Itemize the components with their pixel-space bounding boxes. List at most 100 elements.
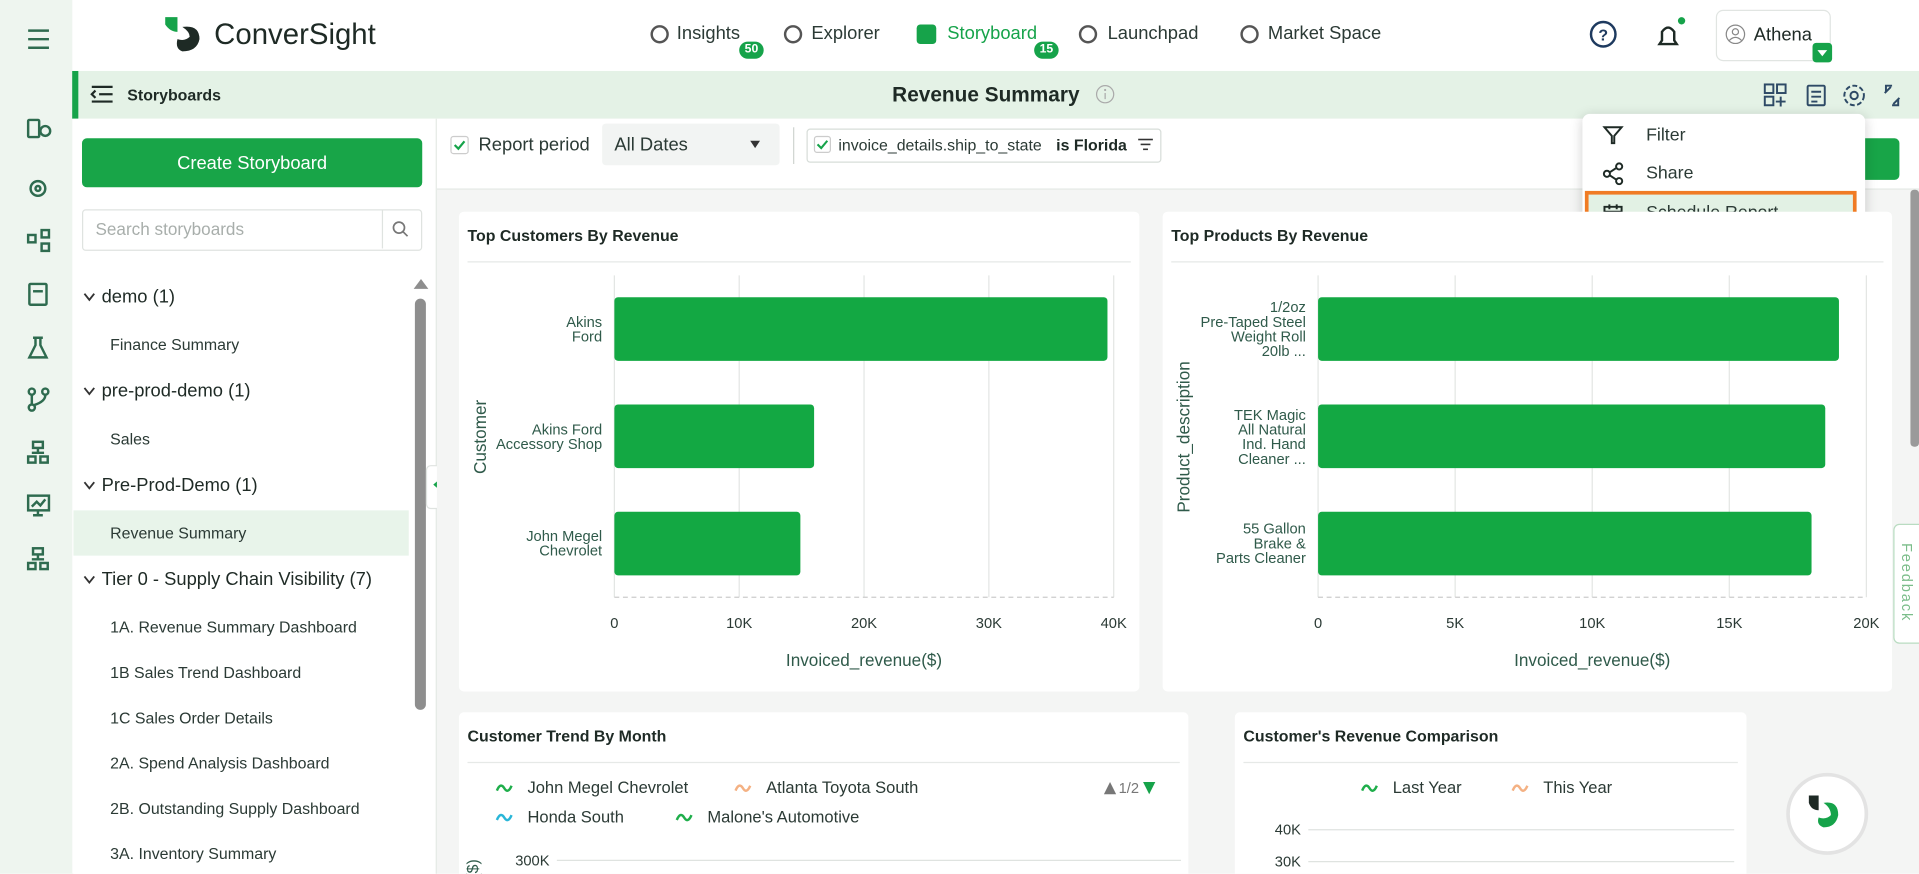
group-chevron[interactable] (83, 293, 95, 303)
storyboard-item[interactable]: 2B. Outstanding Supply Dashboard (110, 799, 360, 818)
storyboard-item[interactable]: Sales (110, 429, 150, 448)
feedback-label: Feedback (1898, 542, 1916, 623)
y-tick-label: 40K (1274, 821, 1301, 839)
widget-title: Top Products By Revenue (1171, 226, 1369, 245)
tab-icon (916, 24, 937, 45)
storyboard-item[interactable]: 3A. Inventory Summary (110, 844, 277, 863)
widget-chart (467, 261, 1131, 598)
legend-page: 1/2 (1118, 779, 1140, 797)
chevron (83, 387, 95, 396)
collapse-icon[interactable] (90, 84, 115, 104)
legend-swatch (675, 813, 693, 822)
menu-icon (1602, 126, 1624, 145)
logo-mark (165, 17, 200, 52)
main-scrollbar (1910, 189, 1919, 447)
storyboard-item[interactable]: 1A. Revenue Summary Dashboard (110, 618, 357, 637)
tab-label[interactable]: Storyboard (947, 23, 1038, 45)
group-chevron[interactable] (83, 575, 95, 585)
scroll-up[interactable] (412, 278, 429, 290)
toolbar-icons (1763, 83, 1901, 107)
logo-text: ConverSight (214, 18, 376, 52)
legend-label: Atlanta Toyota South (766, 778, 919, 797)
group-name[interactable]: Pre-Prod-Demo (1) (101, 474, 258, 496)
storyboard-item[interactable]: Revenue Summary (110, 523, 247, 543)
search-divider (381, 210, 384, 249)
bar (614, 511, 801, 576)
search-box[interactable] (81, 209, 423, 251)
x-tick-label: 20K (1853, 614, 1880, 632)
legend-line (1361, 784, 1378, 792)
create-storyboard-button[interactable]: Create Storyboard (81, 138, 423, 188)
widget-card: Customer Trend By Month John Megel Chevro… (458, 712, 1189, 874)
chevron (83, 575, 95, 585)
tab-icon-shape (783, 25, 803, 44)
menu-icon-shape (1602, 162, 1624, 186)
legend-line (1511, 784, 1529, 792)
user-dropdown[interactable] (1812, 42, 1833, 63)
group-chevron[interactable] (83, 481, 95, 491)
dropdown-arrow (750, 140, 761, 149)
legend-line (495, 784, 513, 792)
y-category-label: TEK Magic All Natural Ind. Hand Cleaner … (1234, 405, 1306, 467)
toolbar (72, 70, 1919, 119)
tab-icon (783, 25, 803, 44)
x-tick-label: 5K (1446, 614, 1465, 632)
group-name[interactable]: demo (1) (101, 286, 176, 308)
menu-item[interactable]: Filter (1646, 126, 1686, 146)
group-name[interactable]: Tier 0 - Supply Chain Visibility (7) (101, 569, 372, 590)
x-tick-label: 15K (1716, 614, 1743, 632)
menu-item[interactable]: Share (1646, 163, 1694, 184)
y-category-label: Akins Ford (566, 313, 603, 345)
y-category-label: John Megel Chevrolet (526, 527, 603, 560)
widget-card: Top Products By Revenue 0 5K 10K 15K 20K 1/2oz… (1162, 211, 1893, 692)
group-name[interactable]: pre-prod-demo (1) (101, 380, 251, 402)
date-dropdown[interactable] (602, 123, 780, 166)
widget-title: Customer Trend By Month (467, 726, 667, 746)
tab-icon-shape (650, 25, 669, 44)
x-axis-title: Invoiced_revenue($) (785, 649, 943, 670)
tab-icon-shape (1240, 25, 1259, 44)
menu-icon-shape (1602, 126, 1624, 145)
tab-label[interactable]: Launchpad (1107, 23, 1199, 45)
legend-pager[interactable] (1103, 781, 1164, 796)
pager-up (1103, 782, 1117, 795)
widget-card: Top Customers By Revenue 0 10K 20K 30K 40K Aki… (458, 211, 1140, 692)
filter-chip-check (813, 135, 831, 153)
legend-label: This Year (1543, 778, 1613, 797)
filter-chip[interactable] (806, 128, 1162, 163)
storyboard-item[interactable]: Finance Summary (110, 335, 240, 354)
feedback-tab[interactable] (1893, 523, 1919, 644)
svg-text:?: ? (1598, 27, 1608, 44)
info-icon[interactable] (1095, 84, 1115, 104)
bar (1318, 404, 1826, 469)
widget-chart (1243, 761, 1738, 863)
filter-divider (793, 127, 795, 164)
user-button[interactable] (1715, 9, 1831, 62)
legend-swatch (495, 813, 513, 822)
x-tick-label: 10K (1579, 614, 1606, 632)
chevron (83, 293, 95, 302)
widget-title: Top Customers By Revenue (467, 226, 679, 245)
storyboard-item[interactable]: 2A. Spend Analysis Dashboard (110, 753, 330, 773)
legend-label: Malone's Automotive (707, 807, 860, 827)
y-axis-title: Customer (469, 399, 490, 474)
storyboard-item[interactable]: 1B Sales Trend Dashboard (110, 663, 302, 682)
storyboard-sidebar (72, 118, 437, 874)
tab-icon (1078, 25, 1098, 44)
chevron (83, 481, 95, 490)
report-period-check[interactable] (450, 135, 470, 156)
bar (1318, 297, 1839, 361)
y-category-label: Akins Ford Accessory Shop (496, 420, 603, 453)
group-chevron[interactable] (83, 387, 95, 397)
tab-icon-shape (1078, 25, 1098, 44)
tab-label[interactable]: Market Space (1267, 23, 1382, 45)
tab-label[interactable]: Explorer (811, 23, 880, 45)
search-icon[interactable] (392, 220, 409, 237)
x-tick-label: 10K (726, 614, 753, 632)
storyboard-item[interactable]: 1C Sales Order Details (110, 708, 273, 727)
chat-bubble[interactable] (1784, 771, 1870, 857)
tab-label[interactable]: Insights (676, 23, 741, 45)
legend-line (734, 784, 752, 792)
user-name: Athena (1753, 24, 1812, 46)
